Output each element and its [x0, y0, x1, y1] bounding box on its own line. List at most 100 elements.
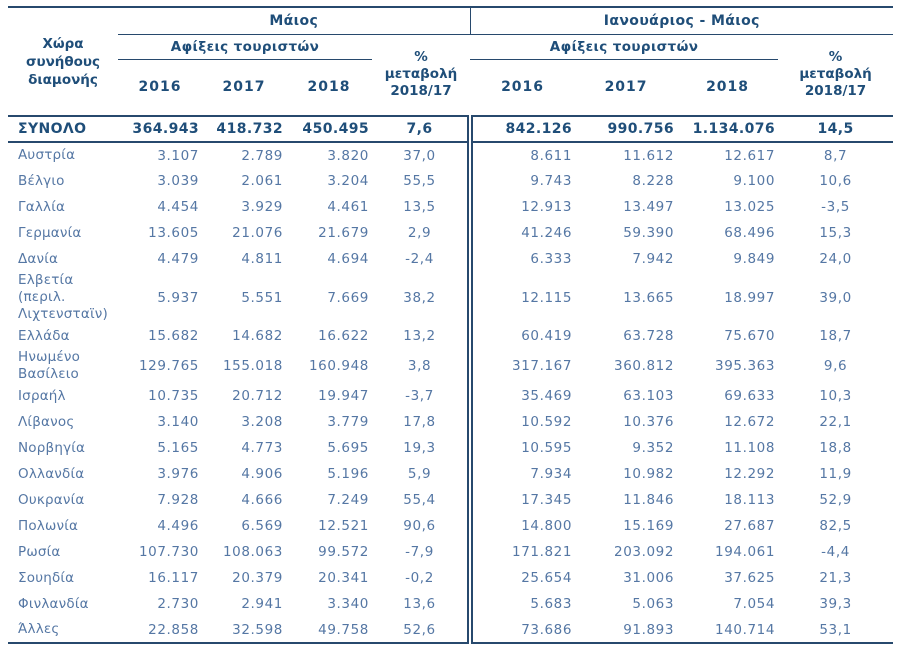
value-cell: 7.942 — [632, 251, 675, 267]
value-cell: 4.461 — [327, 199, 369, 215]
table-row: Γερμανία 13.605 21.076 21.679 2,9 41.246… — [8, 220, 893, 246]
table-row: Σουηδία 16.117 20.379 20.341 -0,2 25.654… — [8, 565, 893, 591]
country-cell: Ελβετία (περιλ. Λιχτενσταϊν) — [18, 272, 108, 322]
value-cell: 99.572 — [318, 544, 369, 560]
value-cell: 20.712 — [232, 388, 283, 404]
pct-cell: -0,2 — [372, 565, 474, 591]
value-cell: 19.947 — [318, 388, 369, 404]
value-cell: 17.345 — [521, 492, 573, 508]
pct-cell: 10,3 — [819, 388, 852, 404]
pct-cell: 37,0 — [372, 142, 474, 168]
value-cell: 4.906 — [241, 466, 283, 482]
tourist-arrivals-table: Χώρα συνήθους διαμονής Μάιος Ιανουάριος … — [8, 6, 894, 644]
pct-cell: 55,4 — [372, 487, 474, 513]
table-body: ΣΥΝΟΛΟ 364.943 418.732 450.495 7,6 842.1… — [8, 116, 894, 644]
value-cell: 3.204 — [327, 173, 369, 189]
value-cell: 69.633 — [724, 388, 776, 404]
value-cell: 31.006 — [623, 570, 675, 586]
value-cell: 108.063 — [222, 544, 283, 560]
year-header-row: 2016 2017 2018 2016 2017 2018 — [8, 59, 893, 117]
table-row: Ρωσία 107.730 108.063 99.572 -7,9 171.82… — [8, 539, 893, 565]
value-cell: 12.292 — [724, 466, 776, 482]
year-header-may-2016: 2016 — [118, 59, 202, 117]
pct-change-header-may: % μεταβολή 2018/17 — [372, 34, 471, 117]
value-cell: 1.134.076 — [677, 116, 779, 143]
value-cell: 21.679 — [318, 225, 369, 241]
value-cell: 418.732 — [202, 116, 286, 143]
pct-cell: 53,1 — [778, 617, 894, 644]
value-cell: 37.625 — [724, 570, 776, 586]
table-row: Ισραήλ 10.735 20.712 19.947 -3,7 35.469 … — [8, 383, 893, 409]
country-cell: Δανία — [18, 250, 59, 267]
value-cell: 32.598 — [202, 617, 286, 644]
pct-cell: 14,5 — [778, 116, 894, 143]
pct-cell: 11,9 — [819, 466, 852, 482]
value-cell: 5.063 — [632, 596, 675, 612]
value-cell: 35.469 — [521, 388, 573, 404]
value-cell: 15.682 — [148, 328, 199, 344]
value-cell: 4.694 — [327, 251, 369, 267]
value-cell: 9.849 — [733, 251, 776, 267]
value-cell: 16.622 — [318, 328, 369, 344]
value-cell: 4.454 — [157, 199, 199, 215]
pct-cell: 8,7 — [823, 147, 848, 164]
table-row: Δανία 4.479 4.811 4.694 -2,4 6.333 7.942… — [8, 246, 893, 272]
value-cell: 3.976 — [157, 466, 199, 482]
value-cell: 360.812 — [614, 358, 675, 374]
value-cell: 155.018 — [222, 358, 283, 374]
value-cell: 3.039 — [157, 173, 199, 189]
pct-cell: 7,6 — [372, 116, 474, 143]
value-cell: 13.605 — [148, 225, 199, 241]
value-cell: 6.333 — [530, 251, 573, 267]
value-cell: 5.551 — [241, 289, 283, 306]
country-cell: Άλλες — [8, 617, 118, 644]
value-cell: 63.103 — [623, 388, 675, 404]
country-cell: Πολωνία — [18, 517, 79, 534]
value-cell: 7.249 — [327, 492, 369, 508]
value-cell: 4.666 — [241, 492, 283, 508]
value-cell: 4.496 — [157, 518, 199, 534]
pct-cell: 13,5 — [372, 194, 474, 220]
country-column-header: Χώρα συνήθους διαμονής — [8, 6, 118, 117]
value-cell: 8.228 — [632, 173, 675, 189]
value-cell: 14.682 — [232, 328, 283, 344]
value-cell: 68.496 — [724, 225, 776, 241]
country-cell: Γερμανία — [18, 224, 82, 241]
pct-cell: 15,3 — [819, 225, 852, 241]
value-cell: 63.728 — [623, 328, 675, 344]
value-cell: 140.714 — [677, 617, 779, 644]
pct-cell: 39,3 — [819, 596, 852, 612]
pct-cell: 10,6 — [819, 173, 852, 189]
pct-cell: 52,6 — [372, 617, 474, 644]
pct-cell: -2,4 — [372, 246, 474, 272]
value-cell: 10.735 — [148, 388, 199, 404]
value-cell: 7.054 — [733, 596, 776, 612]
value-cell: 3.929 — [241, 199, 283, 215]
pct-cell: 55,5 — [372, 168, 474, 194]
value-cell: 3.107 — [157, 147, 199, 164]
value-cell: 15.169 — [623, 518, 675, 534]
pct-cell: 19,3 — [372, 435, 474, 461]
value-cell: 3.208 — [241, 414, 283, 430]
value-cell: 7.934 — [530, 466, 573, 482]
value-cell: 990.756 — [575, 116, 678, 143]
value-cell: 842.126 — [470, 116, 576, 143]
value-cell: 14.800 — [521, 518, 573, 534]
value-cell: 395.363 — [715, 358, 776, 374]
country-cell: Φινλανδία — [18, 595, 89, 612]
value-cell: 364.943 — [118, 116, 202, 143]
pct-cell: 82,5 — [819, 518, 852, 534]
pct-cell: -3,5 — [821, 199, 850, 215]
pct-cell: -7,9 — [372, 539, 474, 565]
value-cell: 59.390 — [623, 225, 675, 241]
value-cell: 16.117 — [148, 570, 199, 586]
pct-change-header-jan-may-label: % μεταβολή 2018/17 — [799, 49, 872, 100]
country-cell: Λίβανος — [18, 413, 75, 430]
table-row: Νορβηγία 5.165 4.773 5.695 19,3 10.595 9… — [8, 435, 893, 461]
value-cell: 25.654 — [521, 570, 573, 586]
pct-cell: 18,7 — [819, 328, 852, 344]
total-row: ΣΥΝΟΛΟ 364.943 418.732 450.495 7,6 842.1… — [8, 116, 894, 143]
value-cell: 4.811 — [241, 251, 283, 267]
value-cell: 18.997 — [724, 289, 776, 306]
pct-cell: 90,6 — [372, 513, 474, 539]
